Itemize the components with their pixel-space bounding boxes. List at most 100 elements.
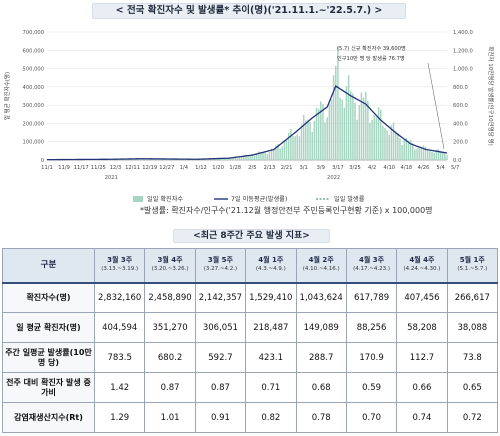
daily-case-bar [337,46,339,160]
table-cell: 407,456 [396,281,448,313]
column-date-range: (4.10.~4.16.) [302,266,340,273]
daily-case-bar [399,138,401,160]
x-tick-label: 3/17 [332,165,344,171]
daily-case-bar [305,120,307,160]
daily-case-bar [439,151,442,160]
table-cell: 0.71 [245,372,297,403]
daily-case-bar [131,159,134,160]
daily-case-bar [317,108,320,160]
y2-tick-label: 1,000.0 [453,67,473,73]
daily-case-bar [270,148,273,160]
x-tick-label: 11/9 [58,165,70,171]
table-cell: 2,458,890 [144,281,196,313]
column-date-range: (3.13.~3.19.) [101,266,139,273]
x-tick-label: 1/28 [229,165,241,171]
y-tick-label: 100,000 [23,140,44,146]
daily-case-bar [260,152,262,160]
daily-case-bar [377,107,380,160]
x-tick-label: 12/19 [142,165,157,171]
daily-case-bar [243,155,245,160]
table-cell: 2,832,160 [93,281,146,313]
y-tick-label: 700,000 [23,30,44,36]
x-tick-label: 2/5 [248,165,256,171]
column-header: 3월 3주 (3.13.~3.19.) [93,248,146,283]
daily-case-bar [238,156,241,160]
table-cell: 1,043,624 [295,281,347,313]
daily-case-bar [414,149,416,160]
daily-case-bar [441,151,444,160]
x-tick-label: 3/25 [349,165,361,171]
daily-case-bar [422,145,425,160]
daily-case-bar [356,119,358,160]
daily-case-bar [433,152,435,160]
daily-case-bar [392,122,395,160]
table-cell: 88,256 [345,312,398,343]
daily-case-bar [287,132,290,160]
row-label: 주간 일평균 발생률(10만명 당) [2,342,95,373]
daily-case-bar [281,146,284,160]
daily-case-bar [285,140,288,160]
table-cell: 0.59 [345,372,398,403]
table-corner-cell: 구분 [2,248,95,283]
y2-tick-label: 0.0 [453,158,461,164]
daily-case-bar [429,151,431,160]
table-cell: 149,089 [295,312,347,343]
daily-case-bar [335,65,337,160]
y-tick-label: 600,000 [23,48,44,54]
y-tick-label: 500,000 [23,67,44,73]
y2-tick-label: 1,200.0 [453,48,473,54]
daily-case-bar [313,120,316,160]
table-cell: 351,270 [144,312,196,343]
daily-case-bar [427,150,429,160]
daily-case-bar [315,107,318,160]
table-cell: 0.65 [446,372,499,403]
daily-case-bar [435,149,438,160]
daily-case-bar [279,148,281,160]
legend-bar-swatch [133,196,143,202]
daily-case-bar [390,125,393,160]
y-tick-label: 400,000 [23,85,44,91]
daily-case-bar [431,151,433,160]
table-cell: 0.87 [144,372,196,403]
y-axis-label: 일 평균 확진자수(명) [3,72,11,120]
y2-tick-label: 600.0 [453,103,468,109]
column-date-range: (4.17.~4.23.) [353,266,390,273]
table-cell: 680.2 [144,342,196,373]
table-header-row: 구분 3월 3주 (3.13.~3.19.) 3월 4주 (3.20.~3.26.)… [2,248,499,283]
daily-case-bar [236,157,239,160]
y-tick-label: 300,000 [23,103,44,109]
y-tick-label: 200,000 [23,121,44,127]
column-header: 3월 4주 (3.20.~3.26.) [144,248,196,283]
column-header: 3월 5주 (3.27.~4.2.) [194,248,247,283]
table-cell: 423.1 [245,342,297,373]
daily-case-bar [232,157,234,160]
table-row: 일 평균 확진자(명) 404,594 351,270 306,051 218,… [2,312,499,343]
daily-case-bar [268,151,271,160]
daily-case-bar [262,151,264,160]
x-tick-label: 4/18 [401,165,413,171]
y2-axis-label: 확진자 10만명당 발생률(인구10만명당 명) [487,46,495,145]
column-date-range: (3.20.~3.26.) [151,266,189,273]
table-row: 주간 일평균 발생률(10만명 당) 783.5 680.2 592.7 423… [2,342,499,373]
daily-case-bar [223,158,226,160]
daily-case-bar [341,99,343,160]
legend-label: 7일 이동평균(발생률) [231,195,287,203]
daily-case-bar [133,159,136,160]
daily-case-bar [302,114,305,160]
daily-case-bar [394,131,397,160]
x-tick-label: 5/4 [436,165,445,171]
daily-case-bar [358,105,361,160]
x-tick-label: 4/2 [368,165,376,171]
daily-case-bar [407,140,410,160]
daily-case-bar [362,97,365,160]
annotation-line: 인구10만 명 당 발생률 76.7명 [337,54,405,62]
daily-case-bar [292,136,294,160]
daily-case-bar [412,143,414,160]
daily-case-bar [272,148,275,160]
x-tick-label: 1/12 [195,165,207,171]
daily-case-bar [401,145,403,160]
annotation-leader [427,62,445,149]
table-cell: 1.29 [93,402,146,433]
daily-case-bar [311,131,313,160]
daily-case-bar [324,122,326,160]
